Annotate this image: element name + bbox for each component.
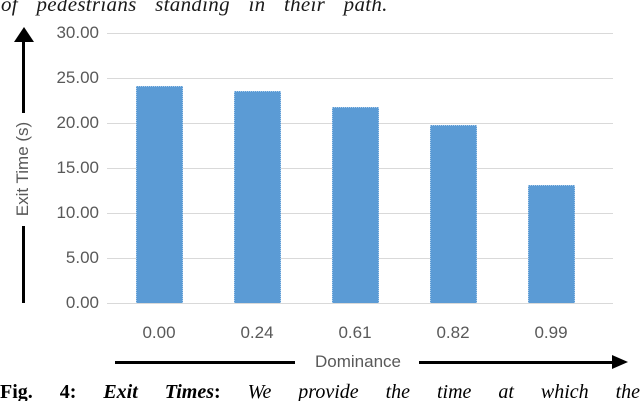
gridline [107, 78, 613, 79]
x-tick-label: 0.99 [534, 323, 568, 342]
x-tick-label: 0.00 [142, 323, 176, 342]
x-tick-label: 0.82 [436, 323, 470, 342]
y-tick-label: 30.00 [56, 23, 99, 42]
x-tick-label: 0.24 [240, 323, 274, 342]
y-tick-label: 5.00 [65, 248, 99, 267]
caption-body: We provide the time at which the [247, 381, 640, 401]
y-tick-label: 15.00 [56, 158, 99, 177]
bar-0.00 [135, 86, 183, 303]
y-tick-label: 10.00 [56, 203, 99, 222]
figure-number: Fig. 4: [0, 381, 77, 401]
x-axis-label: Dominance [315, 352, 401, 371]
y-axis-up-arrow-icon [14, 27, 34, 42]
bar-0.99 [527, 185, 575, 303]
y-axis-arrow-line-bottom [22, 226, 25, 303]
gridline [107, 303, 613, 304]
x-axis-right-arrow-icon [612, 355, 628, 369]
caption-separator: : [214, 381, 221, 401]
body-text-above-figure: of pedestrians standing in their path. [1, 0, 388, 16]
x-axis-arrow-line-left [115, 361, 295, 364]
bar-0.61 [331, 107, 379, 303]
exit-time-bar-chart: 30.00 25.00 20.00 15.00 10.00 5.00 0.00 0.00 0.… [13, 23, 628, 371]
bar-0.24 [233, 91, 281, 303]
y-axis-arrow-line-top [22, 40, 25, 113]
x-tick-label: 0.61 [338, 323, 372, 342]
y-tick-label: 20.00 [56, 113, 99, 132]
y-tick-label: 0.00 [65, 293, 99, 312]
gridline [107, 33, 613, 34]
bar-0.82 [429, 125, 477, 303]
figure-caption: Fig. 4: Exit Times: We provide the time … [0, 381, 640, 401]
y-tick-label: 25.00 [56, 68, 99, 87]
y-axis-label: Exit Time (s) [13, 121, 32, 217]
x-axis-arrow-line-right [419, 361, 612, 364]
caption-title: Exit Times [103, 381, 214, 401]
